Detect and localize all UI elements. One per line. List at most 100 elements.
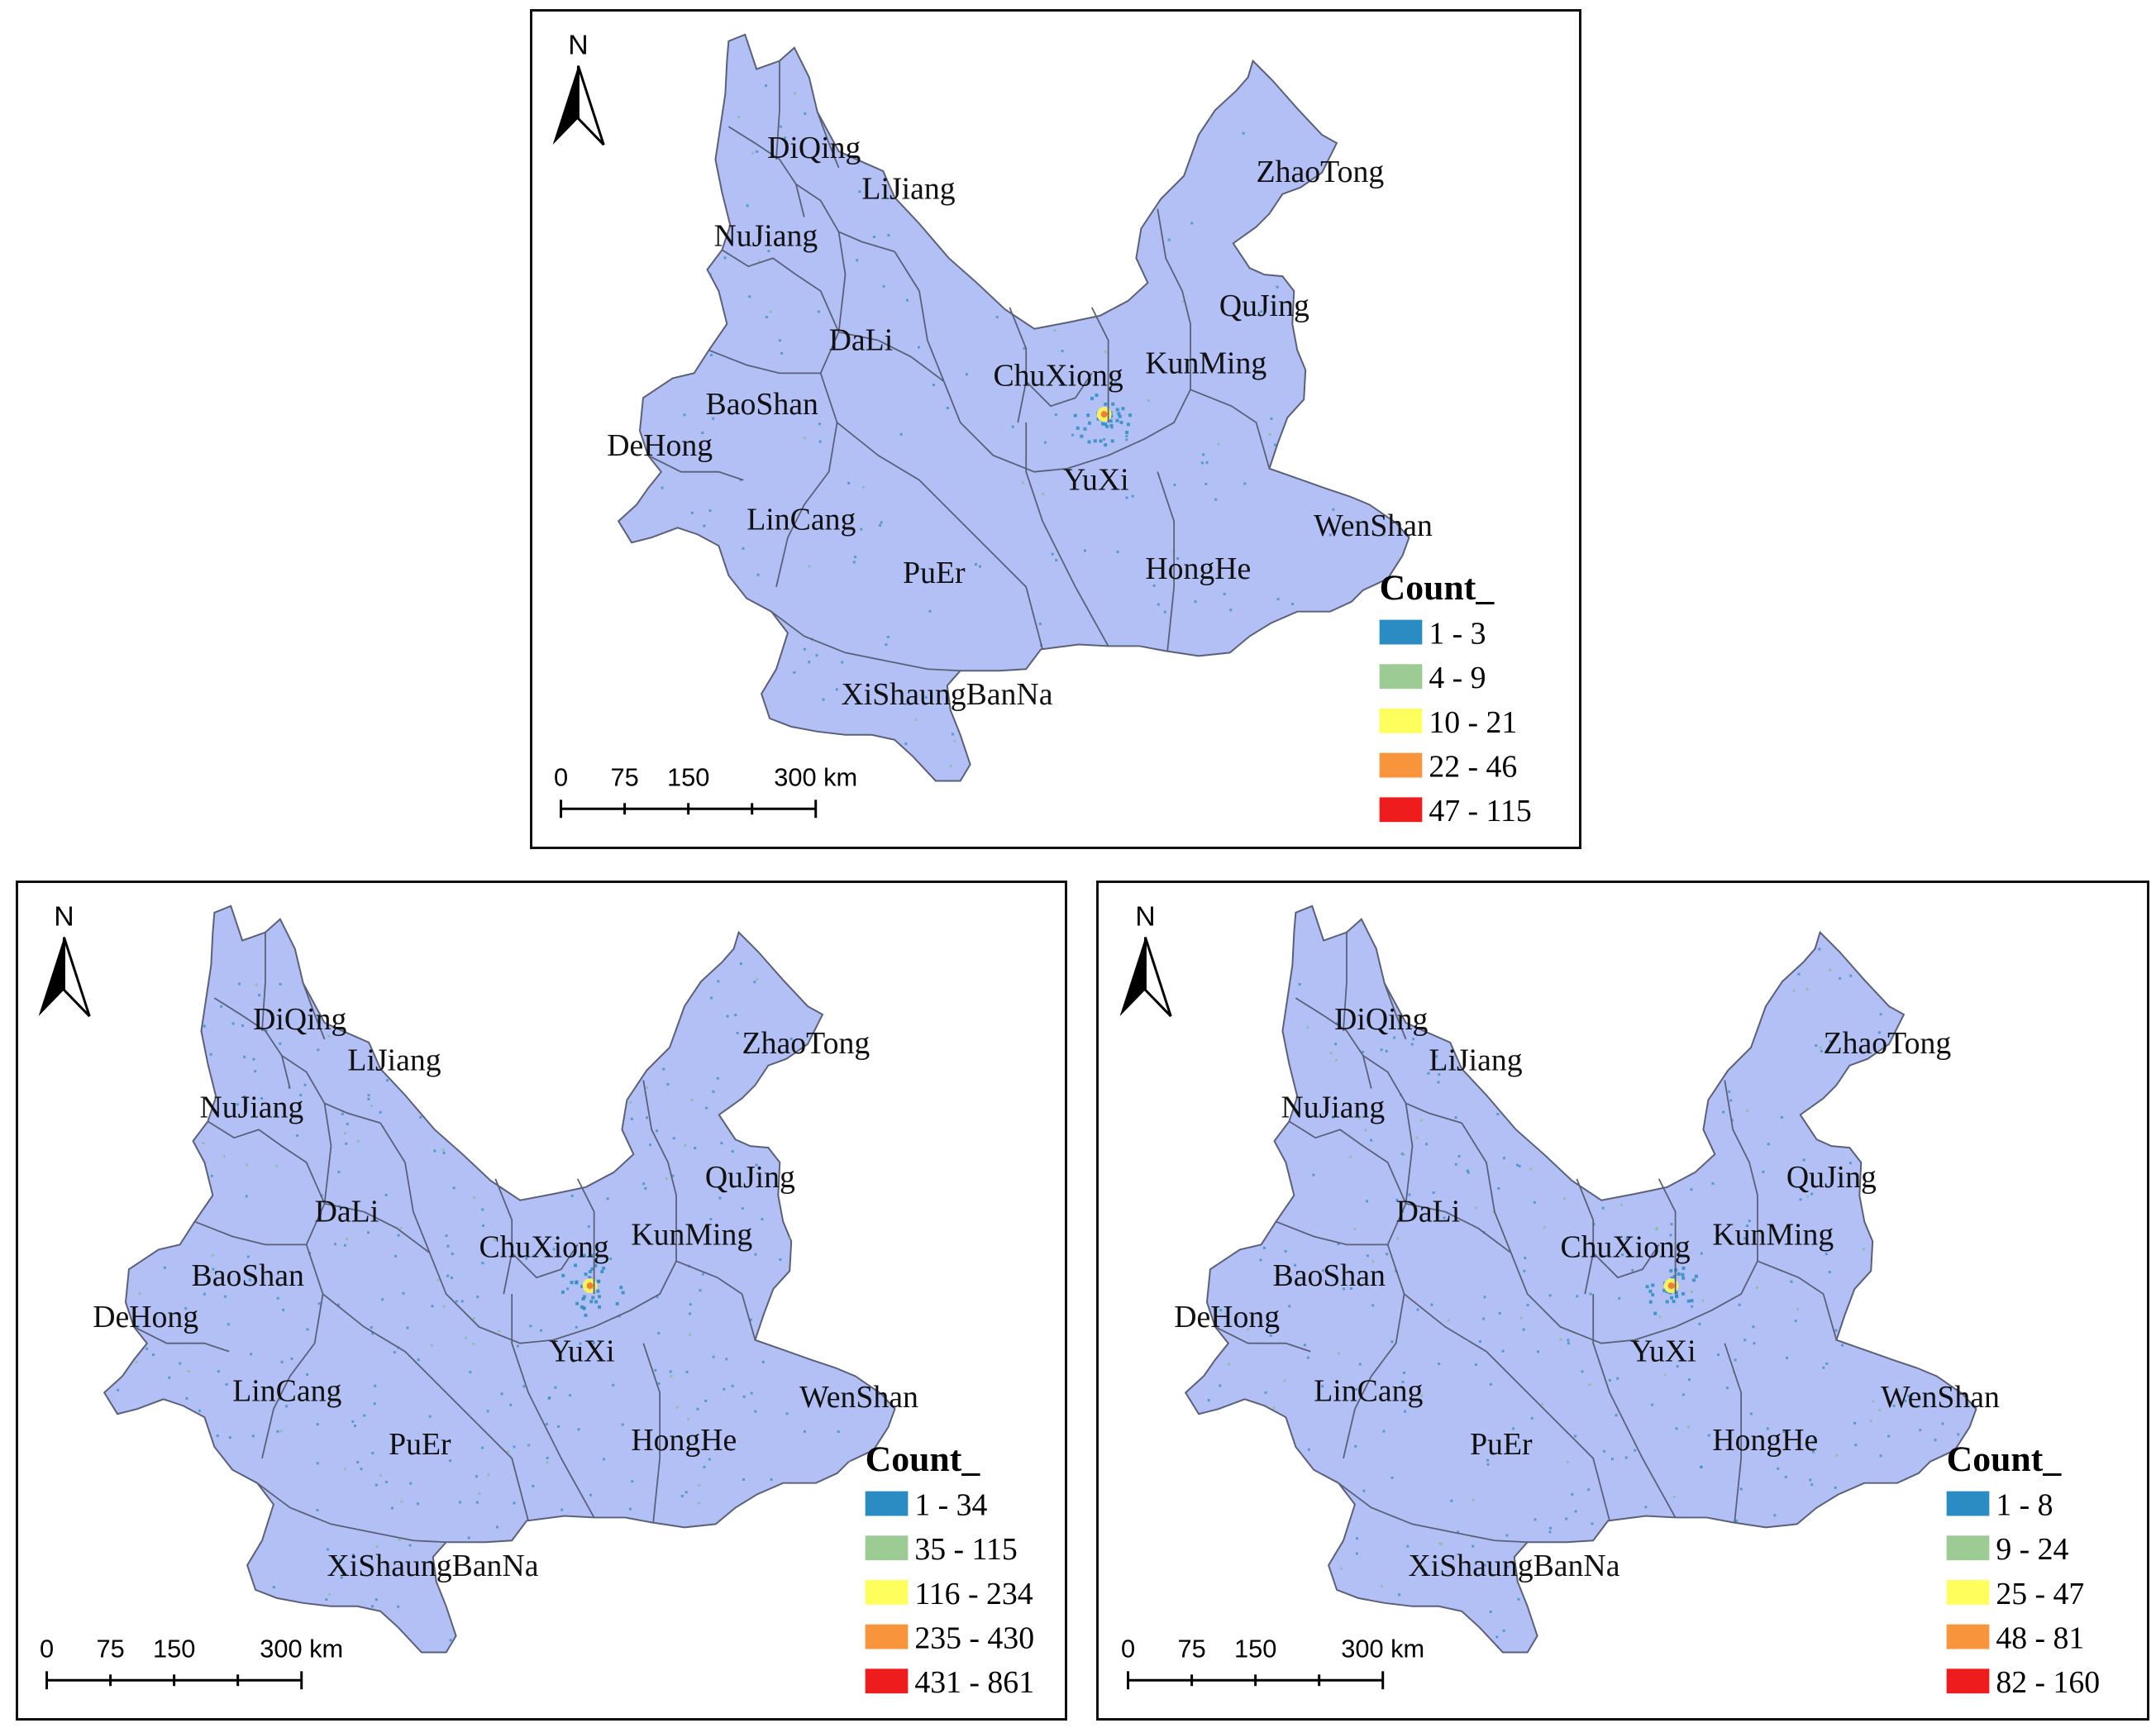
density-speck (1348, 642, 1351, 646)
density-speck (1043, 441, 1047, 444)
density-speck (868, 1198, 871, 1201)
density-speck (500, 1392, 503, 1396)
hotspot-speck (1110, 439, 1114, 443)
density-speck (1276, 1150, 1279, 1153)
legend: Count_ 1 - 3 4 - 9 10 - 21 22 - 46 47 - 115 (1380, 568, 1532, 828)
density-speck (767, 250, 770, 253)
density-speck (1755, 1008, 1758, 1011)
density-speck (1603, 1636, 1606, 1640)
density-speck (592, 1341, 595, 1344)
density-speck (370, 1104, 373, 1107)
density-speck (587, 1225, 590, 1229)
density-speck (392, 971, 395, 975)
legend-swatch (1946, 1668, 1990, 1694)
density-speck (764, 766, 767, 769)
density-speck (880, 1286, 883, 1290)
density-speck (1812, 1450, 1815, 1454)
density-speck (1247, 1328, 1250, 1331)
scale-tick-label: 150 (1234, 1634, 1276, 1663)
density-speck (666, 1082, 670, 1086)
density-speck (646, 1048, 649, 1051)
density-speck (386, 1079, 389, 1082)
density-speck (1559, 1338, 1562, 1341)
density-speck (237, 982, 241, 986)
density-speck (1190, 222, 1194, 225)
density-speck (1707, 1434, 1710, 1437)
density-speck (1038, 623, 1042, 626)
density-speck (1205, 461, 1209, 464)
density-speck (690, 1098, 694, 1101)
density-speck (708, 1458, 711, 1461)
density-speck (1899, 959, 1902, 962)
density-speck (1219, 1384, 1222, 1387)
density-speck (1211, 1103, 1214, 1106)
density-speck (674, 671, 677, 675)
density-speck (110, 1264, 113, 1267)
prefecture-boundary (1009, 307, 1028, 423)
density-speck (1590, 1053, 1593, 1056)
density-speck (705, 1106, 708, 1110)
density-speck (1810, 1483, 1814, 1487)
region-label-nujiang: NuJiang (1281, 1090, 1385, 1124)
density-speck (220, 1005, 223, 1008)
density-speck (163, 1266, 166, 1269)
density-speck (1610, 1458, 1614, 1461)
density-speck (179, 1362, 182, 1365)
density-speck (446, 1274, 450, 1277)
density-speck (223, 1295, 227, 1298)
density-speck (1246, 1604, 1249, 1607)
density-speck (1872, 1400, 1875, 1403)
prefecture-boundary (1576, 1178, 1595, 1295)
density-speck (564, 1604, 567, 1607)
density-speck (475, 1501, 479, 1504)
region-label-kunming: KunMing (631, 1217, 752, 1252)
density-speck (1203, 1215, 1206, 1218)
density-speck (784, 136, 787, 140)
density-speck (296, 1134, 299, 1137)
density-speck (203, 1024, 206, 1028)
density-speck (584, 1068, 588, 1072)
density-speck (1941, 1422, 1944, 1425)
density-speck (161, 1414, 165, 1417)
density-speck (726, 1014, 729, 1018)
density-speck (852, 1601, 856, 1604)
density-speck (746, 204, 749, 208)
density-speck (1217, 1521, 1220, 1525)
density-speck (1512, 1427, 1515, 1430)
density-speck (995, 292, 998, 295)
density-speck (808, 565, 811, 568)
density-speck (1704, 985, 1707, 988)
density-speck (1639, 1115, 1643, 1118)
hotspot-speck (591, 1296, 595, 1300)
density-speck (734, 1014, 737, 1017)
density-speck (1574, 1510, 1577, 1513)
density-speck (1467, 1627, 1470, 1630)
prefecture-boundary (576, 1178, 595, 1295)
density-speck (408, 1544, 412, 1547)
density-speck (542, 1637, 546, 1640)
density-speck (1122, 146, 1125, 150)
density-speck (1848, 1162, 1852, 1165)
north-arrow-icon: N (38, 901, 91, 1018)
density-speck (1231, 1614, 1234, 1617)
density-speck (165, 1194, 167, 1197)
density-speck (1240, 1106, 1243, 1110)
density-speck (861, 924, 865, 927)
density-speck (656, 704, 660, 707)
legend-label: 10 - 21 (1429, 705, 1517, 740)
density-speck (1669, 1234, 1672, 1237)
density-speck (1869, 1420, 1872, 1423)
density-speck (534, 943, 537, 947)
density-speck (737, 115, 741, 118)
density-speck (532, 1254, 536, 1258)
legend-label: 1 - 3 (1429, 616, 1486, 651)
prefecture-boundary (721, 249, 840, 333)
density-speck (804, 112, 807, 115)
density-speck (720, 1142, 723, 1145)
density-speck (924, 695, 928, 699)
density-speck (1592, 1154, 1596, 1158)
density-speck (1415, 1136, 1419, 1139)
legend-swatch (865, 1579, 909, 1605)
density-speck (470, 1042, 474, 1045)
density-speck (1644, 1506, 1648, 1509)
